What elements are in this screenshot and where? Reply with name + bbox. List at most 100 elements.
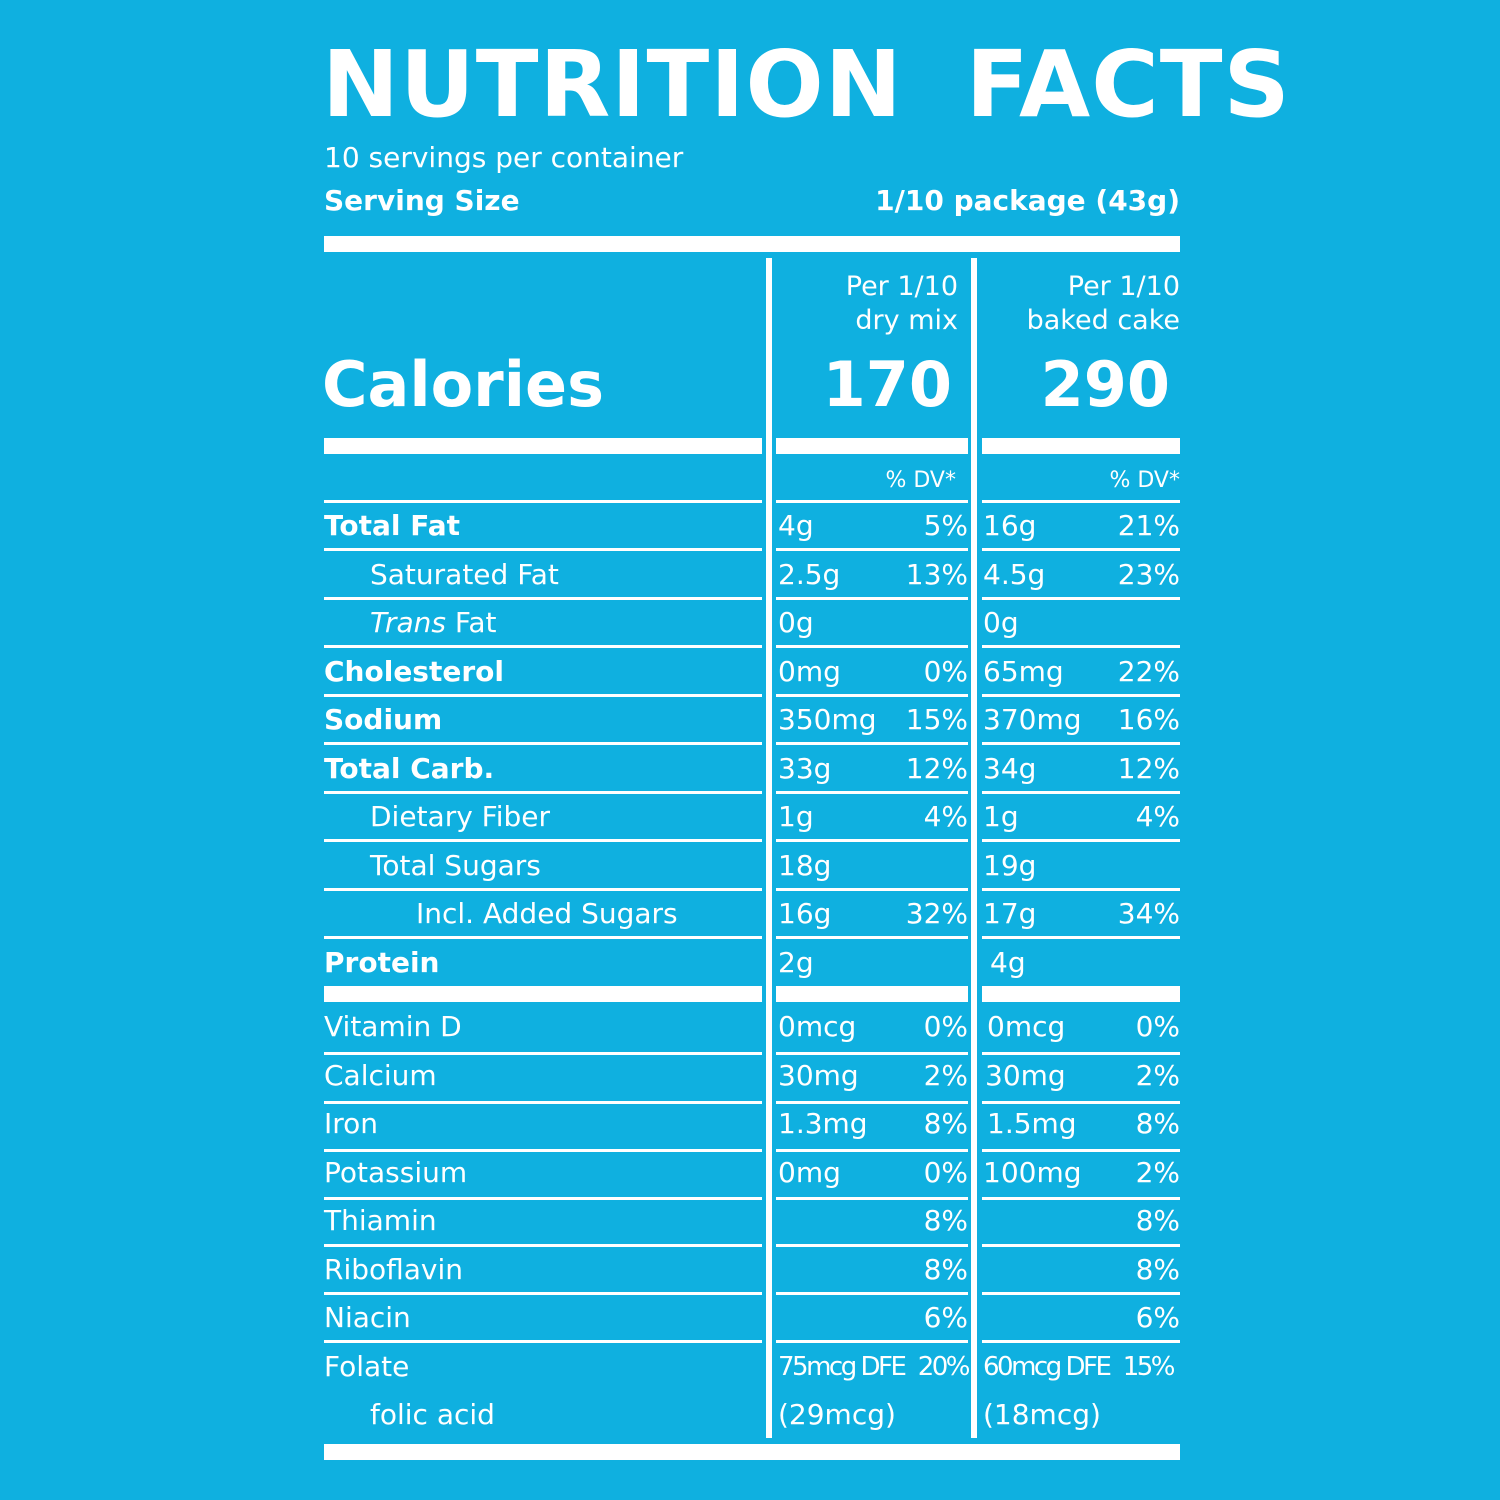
rule-line (982, 1101, 1180, 1104)
rule-line (982, 1052, 1180, 1055)
dry-mix-dv: 2% (923, 1059, 968, 1092)
baked-cake-amount: 16g (983, 509, 1037, 542)
rule-line (776, 936, 968, 939)
baked-cake-dv: 22% (1117, 655, 1180, 688)
dry-mix-amount: 0mcg (778, 1010, 857, 1043)
dry-mix-amount: 0g (778, 606, 814, 639)
dry-mix-amount: 0mg (778, 655, 841, 688)
baked-cake-dv: 6% (1135, 1301, 1180, 1334)
nutrient-label: Folate (324, 1350, 410, 1383)
dv-header-baked-cake: % DV* (1109, 468, 1180, 493)
calories-dry-mix: 170 (822, 348, 952, 421)
rule-line (324, 1340, 762, 1343)
dry-mix-dv: 20% (917, 1352, 971, 1382)
rule-line (776, 645, 968, 648)
serving-size-label: Serving Size (324, 184, 520, 217)
nutrient-label: Cholesterol (324, 655, 504, 688)
column-separator-2 (971, 258, 977, 1438)
rule-line (982, 500, 1180, 503)
baked-cake-amount: 19g (983, 849, 1037, 882)
row-sodium: Sodium 350mg 15% 370mg 16% (0, 696, 1500, 744)
rule-line (982, 839, 1180, 842)
nutrient-label: folic acid (370, 1398, 495, 1431)
dry-mix-dv: 12% (905, 752, 968, 785)
row-folic-acid: folic acid (29mcg) (18mcg) (0, 1391, 1500, 1439)
rule-line (776, 1101, 968, 1104)
rule-line (776, 1340, 968, 1343)
baked-cake-dv: 34% (1117, 897, 1180, 930)
rule-line (982, 1244, 1180, 1247)
rule-line (324, 936, 762, 939)
baked-cake-dv: 23% (1117, 558, 1180, 591)
dry-mix-amount: 0mg (778, 1156, 841, 1189)
thick-divider-calories-label (324, 438, 762, 454)
row-total-carb: Total Carb. 33g 12% 34g 12% (0, 745, 1500, 793)
baked-cake-dv: 21% (1117, 509, 1180, 542)
row-trans-fat: Trans Fat 0g 0g (0, 599, 1500, 647)
rule-line (982, 597, 1180, 600)
dry-mix-dv: 8% (923, 1107, 968, 1140)
rule-line (324, 1052, 762, 1055)
rule-line (776, 1197, 968, 1200)
nutrient-label: Vitamin D (324, 1010, 462, 1043)
rule-line (776, 791, 968, 794)
row-folate: Folate 75mcg DFE 20% 60mcg DFE 15% (0, 1343, 1500, 1391)
baked-cake-amount: 1.5mg (987, 1107, 1077, 1140)
nutrient-label: Incl. Added Sugars (416, 897, 678, 930)
rule-line (982, 742, 1180, 745)
nutrient-label: Riboflavin (324, 1253, 464, 1286)
baked-cake-amount: 0g (983, 606, 1019, 639)
nutrient-label: Calcium (324, 1059, 437, 1092)
nutrient-label: Total Sugars (370, 849, 541, 882)
row-total-fat: Total Fat 4g 5% 16g 21% (0, 502, 1500, 550)
panel-title: NUTRITION FACTS (322, 31, 1291, 138)
dry-mix-dv: 15% (905, 703, 968, 736)
thick-divider-protein-c1 (776, 986, 968, 1002)
rule-line (324, 1149, 762, 1152)
rule-line (776, 888, 968, 891)
nutrient-label: Niacin (324, 1301, 411, 1334)
thick-divider-protein-label (324, 986, 762, 1002)
rule-line (982, 694, 1180, 697)
baked-cake-dv: 8% (1135, 1107, 1180, 1140)
dv-header-dry-mix: % DV* (885, 468, 956, 493)
dry-mix-amount: 33g (778, 752, 832, 785)
column-header-baked-cake-line1: Per 1/10 (1067, 271, 1180, 302)
rule-line (324, 1101, 762, 1104)
rule-line (776, 500, 968, 503)
baked-cake-amount: (18mcg) (983, 1398, 1101, 1431)
rule-line (776, 1292, 968, 1295)
row-vitamin-d: Vitamin D 0mcg 0% 0mcg 0% (0, 1003, 1500, 1051)
baked-cake-amount: 4g (990, 946, 1026, 979)
baked-cake-dv: 2% (1135, 1059, 1180, 1092)
rule-line (982, 888, 1180, 891)
trans-rest: Fat (445, 606, 497, 639)
trans-italic: Trans (370, 606, 446, 639)
rule-line (324, 742, 762, 745)
row-total-sugars: Total Sugars 18g 19g (0, 842, 1500, 890)
rule-line (324, 500, 762, 503)
baked-cake-amount: 100mg (983, 1156, 1082, 1189)
dry-mix-amount: 2.5g (778, 558, 841, 591)
rule-line (324, 888, 762, 891)
rule-line (982, 1340, 1180, 1343)
baked-cake-amount: 30mg (985, 1059, 1066, 1092)
dry-mix-amount: 75mcg DFE (778, 1352, 907, 1382)
rule-line (982, 936, 1180, 939)
rule-line (324, 694, 762, 697)
thick-divider-calories-c1 (776, 438, 968, 454)
rule-line (776, 597, 968, 600)
row-protein: Protein 2g 4g (0, 939, 1500, 987)
row-calcium: Calcium 30mg 2% 30mg 2% (0, 1052, 1500, 1100)
dry-mix-dv: 13% (905, 558, 968, 591)
column-separator-1 (766, 258, 772, 1438)
rule-line (324, 791, 762, 794)
baked-cake-amount: 34g (983, 752, 1037, 785)
baked-cake-amount: 4.5g (983, 558, 1046, 591)
dry-mix-dv: 6% (923, 1301, 968, 1334)
dry-mix-dv: 32% (905, 897, 968, 930)
dry-mix-dv: 0% (923, 655, 968, 688)
nutrient-label: Protein (324, 946, 440, 979)
baked-cake-amount: 17g (983, 897, 1037, 930)
rule-line (324, 548, 762, 551)
